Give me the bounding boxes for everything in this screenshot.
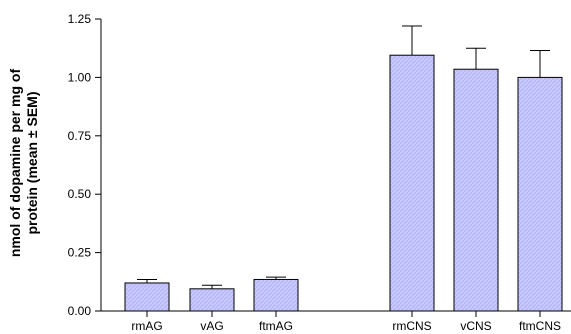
bar bbox=[389, 54, 435, 312]
tick-labels: 0.00 0.25 0.50 0.75 1.00 1.25 rmAG vAG ftmAG rmCN… bbox=[68, 12, 561, 333]
x-tick-label: vCNS bbox=[460, 319, 491, 333]
bars bbox=[124, 25, 563, 312]
y-tick-label: 0.00 bbox=[68, 304, 92, 318]
bar bbox=[189, 288, 235, 312]
x-tick-label: rmAG bbox=[131, 319, 162, 333]
y-tick-label: 0.75 bbox=[68, 129, 92, 143]
y-tick-label: 0.50 bbox=[68, 187, 92, 201]
axes bbox=[95, 18, 571, 317]
y-tick-label: 0.25 bbox=[68, 246, 92, 260]
x-tick-label: vAG bbox=[200, 319, 223, 333]
y-tick-label: 1.00 bbox=[68, 70, 92, 84]
y-tick-label: 1.25 bbox=[68, 12, 92, 26]
bar bbox=[453, 68, 499, 312]
x-tick-label: ftmCNS bbox=[519, 319, 561, 333]
x-tick-label: rmCNS bbox=[392, 319, 431, 333]
x-tick-label: ftmAG bbox=[259, 319, 293, 333]
bar bbox=[253, 278, 299, 312]
bar bbox=[517, 76, 563, 312]
bar bbox=[124, 282, 170, 312]
